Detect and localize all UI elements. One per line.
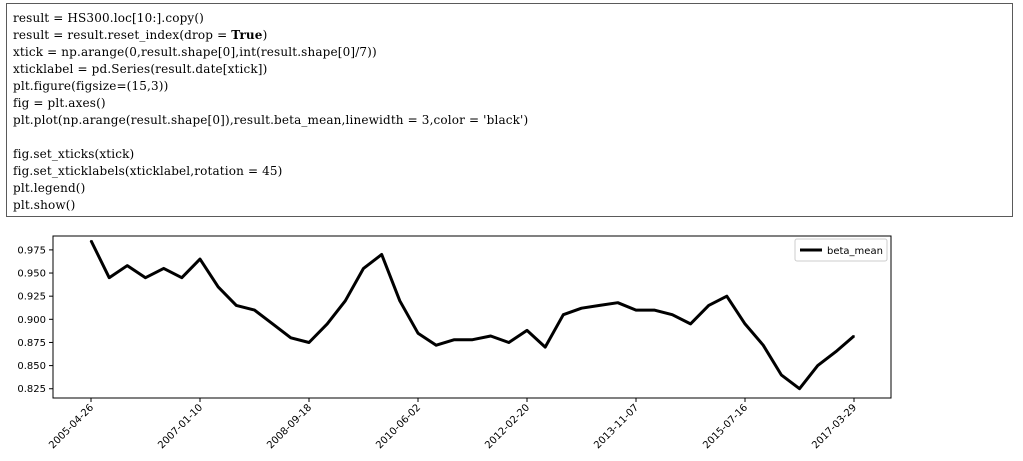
legend-box [794, 238, 888, 262]
data-point [671, 313, 674, 316]
code-line: plt.plot(np.arange(result.shape[0]),resu… [13, 113, 529, 127]
x-tick-label: 2017-03-29 [810, 402, 859, 451]
y-tick-label: 0.825 [17, 384, 46, 395]
data-point [707, 304, 710, 307]
data-point [780, 374, 783, 376]
x-tick-label: 2008-09-18 [265, 402, 314, 451]
code-line: xticklabel = pd.Series(result.date[xtick… [13, 62, 268, 76]
code-line: fig.set_xticks(xtick) [13, 147, 135, 161]
y-tick-label: 0.900 [17, 315, 46, 326]
y-tick-label: 0.950 [17, 269, 46, 280]
data-point [253, 309, 256, 311]
data-point [635, 309, 637, 311]
plot-frame [52, 235, 892, 399]
y-tick-label: 0.975 [17, 245, 46, 256]
data-point [126, 264, 129, 267]
data-point [508, 341, 510, 344]
data-point [362, 267, 365, 270]
data-point [108, 276, 110, 279]
data-point [417, 332, 419, 334]
data-point [453, 338, 456, 341]
x-tick-label: 2015-07-16 [701, 402, 750, 451]
data-point [653, 309, 655, 311]
data-point [162, 267, 165, 270]
data-point [308, 341, 310, 344]
code-line: fig.set_xticklabels(xticklabel,rotation … [13, 164, 283, 178]
code-line: result = HS300.loc[10:].copy() [13, 11, 205, 25]
data-point [816, 364, 819, 367]
code-line: plt.legend() [13, 181, 86, 195]
data-point [762, 344, 764, 347]
data-point [617, 301, 619, 304]
data-point [217, 286, 219, 288]
x-tick-label: 2013-11-07 [592, 402, 641, 451]
data-point [726, 295, 728, 297]
data-point [199, 258, 201, 260]
code-line: xtick = np.arange(0,result.shape[0],int(… [13, 45, 377, 59]
data-point [235, 304, 238, 307]
data-point [181, 276, 183, 279]
x-tick-label: 2010-06-02 [374, 402, 423, 451]
line-chart: 0.825 0.850 0.875 0.900 0.925 0.950 0.975 2005-… [17, 235, 892, 451]
code-line: plt.figure(figsize=(15,3)) [13, 79, 169, 93]
data-point [344, 300, 347, 302]
code-line: plt.show() [13, 198, 76, 212]
legend-label: beta_mean [827, 246, 883, 257]
data-point [562, 313, 565, 316]
data-point [326, 323, 328, 325]
code-prefix: result = result.reset_index(drop = [13, 28, 232, 42]
code-line: result = result.reset_index(drop = True) [13, 27, 1012, 44]
x-tick-label: 2005-04-26 [47, 402, 96, 451]
data-point [798, 387, 801, 390]
data-point [598, 304, 601, 307]
code-line: fig = plt.axes() [13, 96, 106, 110]
data-point [835, 350, 837, 353]
data-point [290, 337, 292, 339]
data-point [435, 344, 437, 347]
data-point [271, 323, 274, 325]
data-point [144, 276, 147, 279]
data-point [380, 253, 383, 256]
y-tick-label: 0.875 [17, 338, 46, 349]
data-point [580, 307, 583, 310]
data-point [399, 300, 401, 302]
y-tick-label: 0.850 [17, 361, 46, 372]
x-tick-label: 2007-01-10 [156, 402, 205, 451]
data-point [853, 335, 855, 337]
data-point [489, 335, 492, 337]
x-tick-label: 2012-02-20 [483, 402, 532, 451]
code-line-blank [13, 129, 1012, 146]
data-point [471, 338, 474, 341]
data-point [544, 346, 546, 348]
data-point [689, 323, 692, 325]
data-point [744, 323, 746, 325]
y-tick-label: 0.925 [17, 292, 46, 303]
series-line-beta-mean [89, 239, 855, 391]
code-suffix: ) [262, 28, 268, 42]
data-point [90, 239, 92, 242]
data-point [526, 329, 528, 332]
code-cell[interactable]: result = HS300.loc[10:].copy() result = … [6, 3, 1013, 217]
code-keyword: True [231, 28, 263, 42]
